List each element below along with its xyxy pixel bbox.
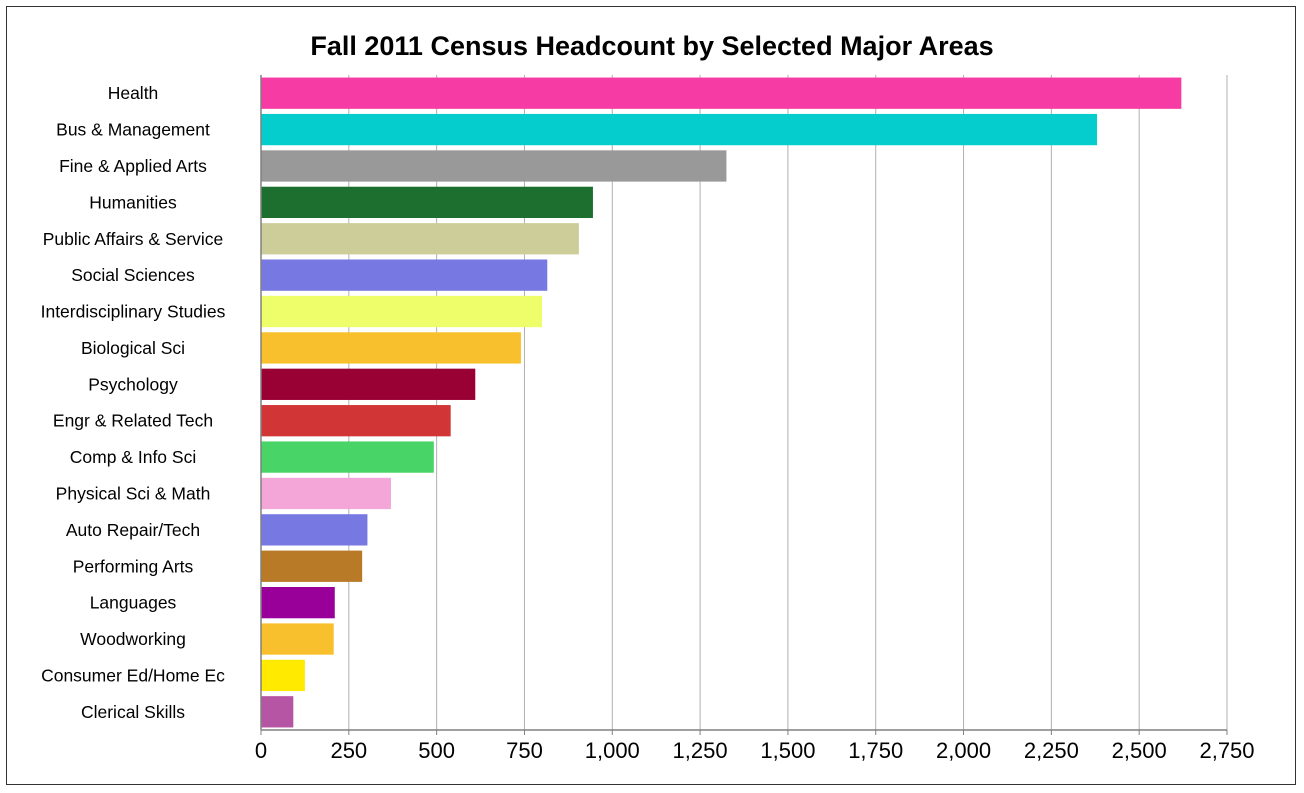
x-tick-label: 1,250 (673, 738, 728, 763)
bar (261, 659, 305, 692)
category-label: Engr & Related Tech (53, 411, 213, 431)
bar (261, 150, 727, 182)
bar (261, 295, 543, 328)
category-label: Biological Sci (81, 338, 185, 358)
category-label: Comp & Info Sci (70, 447, 196, 467)
bar (261, 623, 334, 655)
category-label: Performing Arts (73, 556, 194, 576)
x-tick-label: 1,750 (848, 738, 903, 763)
category-label: Clerical Skills (81, 702, 185, 722)
chart-title: Fall 2011 Census Headcount by Selected M… (310, 31, 993, 61)
x-tick-label: 500 (418, 738, 455, 763)
bar (261, 77, 1182, 109)
category-label: Social Sciences (71, 265, 195, 285)
bar (261, 223, 579, 255)
bars (261, 77, 1182, 728)
bar (261, 259, 548, 291)
bar (261, 477, 391, 510)
x-tick-label: 2,500 (1112, 738, 1167, 763)
category-labels: Health Bus & Management Fine & Applied Art… (41, 83, 226, 722)
bar (261, 332, 521, 364)
category-label: Health (108, 83, 159, 103)
category-label: Auto Repair/Tech (66, 520, 200, 540)
bar (261, 586, 335, 619)
x-tick-label: 750 (506, 738, 543, 763)
x-tick-label: 1,500 (760, 738, 815, 763)
bar (261, 405, 451, 437)
category-label: Bus & Management (56, 120, 210, 140)
category-label: Humanities (89, 192, 177, 212)
bar (261, 514, 368, 546)
category-label: Physical Sci & Math (56, 483, 211, 503)
x-tick-label: 250 (330, 738, 367, 763)
category-label: Interdisciplinary Studies (41, 302, 226, 322)
category-label: Fine & Applied Arts (59, 156, 207, 176)
category-label: Woodworking (80, 629, 186, 649)
category-label: Public Affairs & Service (43, 229, 224, 249)
bar (261, 696, 294, 728)
bar (261, 113, 1098, 146)
category-label: Consumer Ed/Home Ec (41, 665, 225, 685)
category-label: Psychology (88, 374, 178, 394)
category-label: Languages (90, 593, 177, 613)
x-tick-label: 2,750 (1199, 738, 1254, 763)
x-tick-label: 1,000 (585, 738, 640, 763)
bar (261, 441, 434, 473)
gridlines (348, 75, 1228, 730)
x-tick-label: 2,250 (1024, 738, 1079, 763)
x-tick-label: 2,000 (936, 738, 991, 763)
x-tick-label: 0 (255, 738, 267, 763)
bar (261, 550, 363, 582)
x-axis-ticks: 0 250 500 750 1,000 1,250 1,500 1,750 2,000 2,250… (255, 730, 1255, 763)
bar (261, 368, 476, 400)
bar (261, 186, 593, 219)
